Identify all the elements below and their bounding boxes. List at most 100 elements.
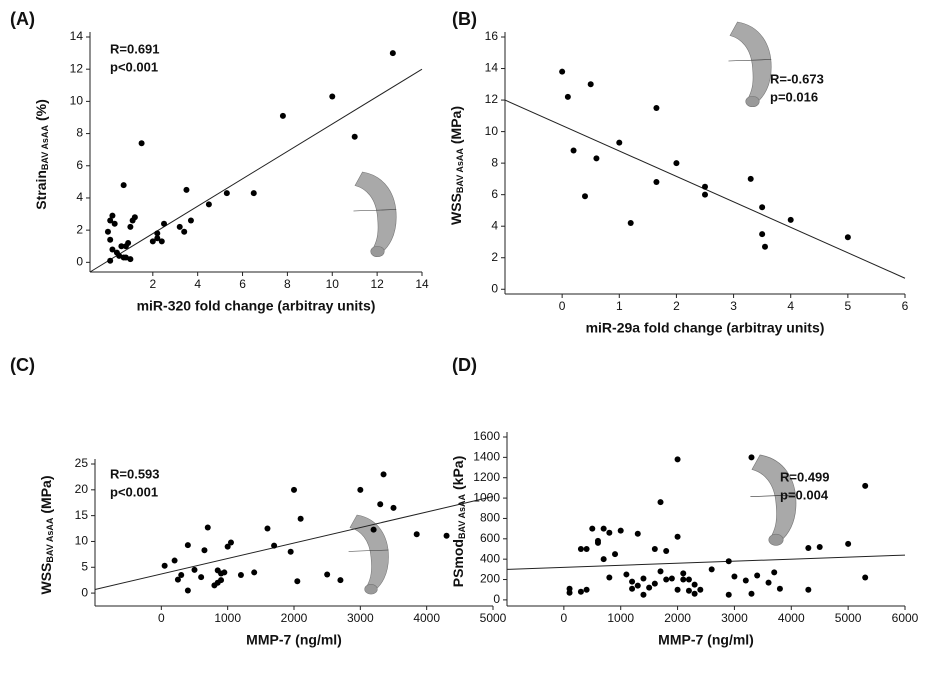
point — [583, 545, 590, 552]
point — [612, 551, 619, 558]
point — [708, 566, 715, 573]
y-axis-label-main: WSS — [38, 563, 54, 595]
x-tick-label: 5 — [845, 299, 852, 313]
point — [680, 570, 687, 577]
y-axis-label-main: PSmod — [450, 539, 466, 587]
y-tick-label: 800 — [480, 511, 500, 525]
x-tick-label: 1000 — [607, 611, 634, 625]
y-tick-label: 10 — [70, 94, 84, 108]
point — [776, 585, 783, 592]
point — [111, 220, 118, 227]
y-axis-label: StrainBAV AsAA (%) — [33, 99, 51, 209]
x-tick-label: 1000 — [214, 611, 241, 625]
x-tick-label: 5000 — [835, 611, 862, 625]
point — [762, 243, 768, 250]
y-tick-label: 6 — [76, 158, 83, 172]
x-tick-label: 3000 — [347, 611, 374, 625]
point — [149, 238, 156, 245]
annotation: R=0.499 — [780, 469, 830, 484]
y-tick-label: 2 — [491, 250, 498, 264]
point — [759, 204, 766, 211]
point — [627, 220, 634, 227]
point — [587, 81, 594, 88]
x-tick-label: 4000 — [413, 611, 440, 625]
x-tick-label: 5000 — [480, 611, 507, 625]
y-tick-label: 8 — [491, 155, 498, 169]
point — [653, 104, 660, 111]
y-tick-label: 0 — [81, 585, 88, 599]
y-axis-label-sub: BAV AsAA — [455, 148, 465, 194]
x-tick-label: 14 — [415, 277, 429, 291]
point — [805, 544, 812, 551]
point — [582, 193, 588, 200]
point — [787, 216, 794, 223]
point — [224, 543, 231, 550]
point — [154, 235, 161, 242]
x-axis-label: MMP-7 (ng/ml) — [246, 632, 342, 648]
point — [748, 454, 755, 461]
annotation: R=0.593 — [110, 466, 160, 481]
point — [754, 572, 761, 579]
point — [617, 527, 624, 534]
point — [120, 182, 127, 189]
point — [174, 576, 181, 583]
point — [237, 572, 244, 579]
point — [862, 574, 869, 581]
point — [184, 542, 191, 549]
point — [337, 577, 344, 584]
point — [653, 179, 660, 186]
panel-label: (C) — [10, 355, 35, 375]
point — [176, 223, 183, 230]
point — [702, 183, 708, 190]
x-tick-label: 6000 — [892, 611, 919, 625]
point — [640, 591, 647, 598]
point — [380, 471, 387, 478]
x-tick-label: 6 — [902, 299, 909, 313]
point — [748, 590, 755, 597]
y-tick-label: 0 — [76, 255, 83, 269]
point — [845, 540, 852, 547]
point — [357, 486, 364, 493]
aorta-icon — [353, 171, 397, 258]
point — [161, 562, 168, 569]
point — [674, 586, 681, 593]
point — [577, 588, 584, 595]
point — [674, 456, 681, 463]
point — [725, 591, 732, 598]
point — [279, 112, 286, 119]
point — [377, 501, 384, 508]
y-axis-label-sub: BAV AsAA — [457, 494, 467, 540]
y-axis-label-sub: BAV AsAA — [45, 517, 55, 563]
point — [663, 576, 670, 583]
point — [181, 228, 188, 235]
point — [663, 548, 670, 555]
y-axis-label-unit: (MPa) — [38, 475, 54, 513]
point — [324, 571, 331, 578]
trend-line — [89, 68, 423, 273]
y-tick-label: 5 — [81, 559, 88, 573]
x-axis-label: miR-29a fold change (arbitray units) — [586, 320, 825, 336]
y-axis-label-unit: (kPa) — [450, 456, 466, 490]
aorta-icon — [728, 21, 772, 108]
point — [204, 524, 211, 531]
annotation: p=0.016 — [770, 89, 818, 104]
x-tick-label: 0 — [561, 611, 568, 625]
point — [816, 543, 823, 550]
point — [390, 504, 397, 511]
point — [651, 545, 658, 552]
point — [759, 231, 766, 238]
point — [118, 243, 125, 250]
point — [109, 212, 116, 219]
point — [570, 147, 577, 154]
point — [564, 93, 571, 100]
point — [594, 537, 601, 544]
x-tick-label: 12 — [370, 277, 384, 291]
point — [223, 190, 230, 197]
annotation: p<0.001 — [110, 59, 158, 74]
x-tick-label: 1 — [616, 299, 623, 313]
y-axis-label-unit: (%) — [33, 99, 49, 121]
point — [198, 574, 205, 581]
y-axis-label: PSmodBAV AsAA (kPa) — [450, 456, 468, 587]
annotation: R=-0.673 — [770, 71, 824, 86]
